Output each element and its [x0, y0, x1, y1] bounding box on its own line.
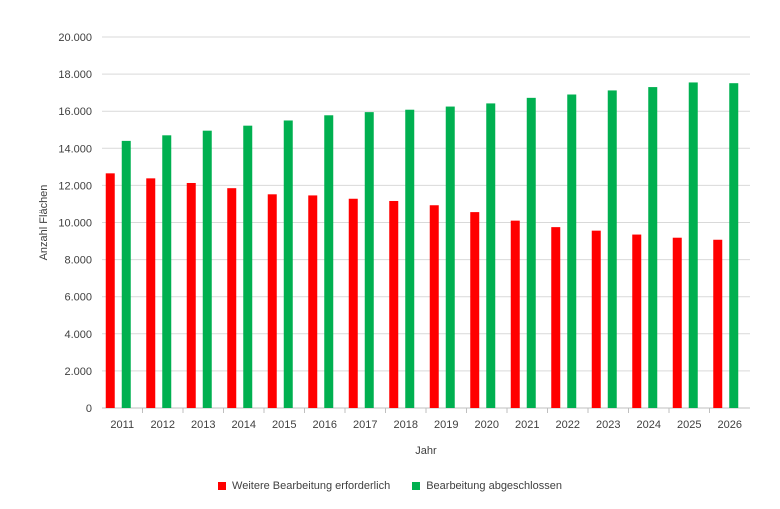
x-tick-label: 2014 — [232, 419, 256, 431]
x-tick-label: 2021 — [515, 419, 539, 431]
bar-weitere — [186, 182, 196, 408]
legend-swatch-green — [412, 482, 421, 490]
y-tick-label: 8.000 — [64, 255, 92, 267]
bar-abgeschlossen — [445, 106, 455, 408]
y-tick-label: 18.000 — [58, 69, 92, 81]
x-tick-label: 2022 — [556, 419, 580, 431]
bar-weitere — [713, 239, 723, 408]
bar-abgeschlossen — [324, 115, 334, 408]
bar-weitere — [632, 234, 642, 408]
legend-label-abgeschlossen: Bearbeitung abgeschlossen — [426, 480, 562, 492]
x-tick-label: 2011 — [110, 419, 134, 431]
bar-weitere — [591, 230, 601, 408]
bar-abgeschlossen — [567, 94, 577, 408]
y-tick-label: 12.000 — [58, 180, 92, 192]
bar-abgeschlossen — [648, 87, 658, 409]
y-tick-label: 14.000 — [58, 143, 92, 155]
bar-weitere — [308, 195, 318, 408]
y-tick-label: 2.000 — [64, 366, 92, 378]
bar-abgeschlossen — [202, 130, 212, 409]
legend-item-weitere: Weitere Bearbeitung erforderlich — [218, 480, 390, 492]
x-tick-label: 2026 — [718, 419, 742, 431]
bar-abgeschlossen — [729, 83, 739, 408]
bar-weitere — [267, 194, 277, 408]
x-axis-title: Jahr — [415, 445, 437, 457]
x-tick-label: 2025 — [677, 419, 701, 431]
bar-weitere — [429, 205, 439, 408]
x-tick-label: 2023 — [596, 419, 620, 431]
x-tick-label: 2015 — [272, 419, 296, 431]
bar-weitere — [672, 237, 682, 408]
bar-abgeschlossen — [688, 82, 698, 408]
y-axis-title: Anzahl Flächen — [38, 185, 50, 261]
x-tick-label: 2018 — [394, 419, 418, 431]
y-tick-label: 20.000 — [58, 32, 92, 44]
bar-abgeschlossen — [121, 140, 131, 408]
bar-abgeschlossen — [162, 135, 172, 408]
x-tick-label: 2019 — [434, 419, 458, 431]
bar-abgeschlossen — [526, 97, 536, 409]
y-tick-label: 4.000 — [64, 329, 92, 341]
bar-weitere — [551, 227, 561, 408]
y-tick-label: 10.000 — [58, 218, 92, 230]
bar-weitere — [227, 188, 237, 408]
bar-weitere — [348, 198, 358, 408]
bar-weitere — [470, 212, 480, 408]
bar-abgeschlossen — [405, 109, 415, 408]
x-tick-label: 2017 — [353, 419, 377, 431]
bar-abgeschlossen — [607, 90, 617, 408]
y-tick-label: 0 — [86, 403, 92, 415]
bar-abgeschlossen — [243, 125, 253, 408]
bar-abgeschlossen — [364, 112, 374, 408]
y-tick-label: 6.000 — [64, 292, 92, 304]
legend-item-abgeschlossen: Bearbeitung abgeschlossen — [412, 480, 562, 492]
x-tick-label: 2016 — [313, 419, 337, 431]
bar-weitere — [146, 178, 156, 408]
chart-legend: Weitere Bearbeitung erforderlich Bearbei… — [0, 480, 780, 492]
bar-weitere — [105, 173, 115, 408]
x-tick-label: 2020 — [475, 419, 499, 431]
y-tick-label: 16.000 — [58, 106, 92, 118]
bar-abgeschlossen — [283, 120, 293, 408]
bar-weitere — [389, 200, 399, 408]
x-tick-label: 2024 — [637, 419, 661, 431]
x-tick-label: 2012 — [151, 419, 175, 431]
bar-weitere — [510, 220, 520, 408]
x-tick-label: 2013 — [191, 419, 215, 431]
bar-abgeschlossen — [486, 103, 496, 408]
legend-label-weitere: Weitere Bearbeitung erforderlich — [232, 480, 391, 492]
legend-swatch-red — [218, 482, 227, 490]
